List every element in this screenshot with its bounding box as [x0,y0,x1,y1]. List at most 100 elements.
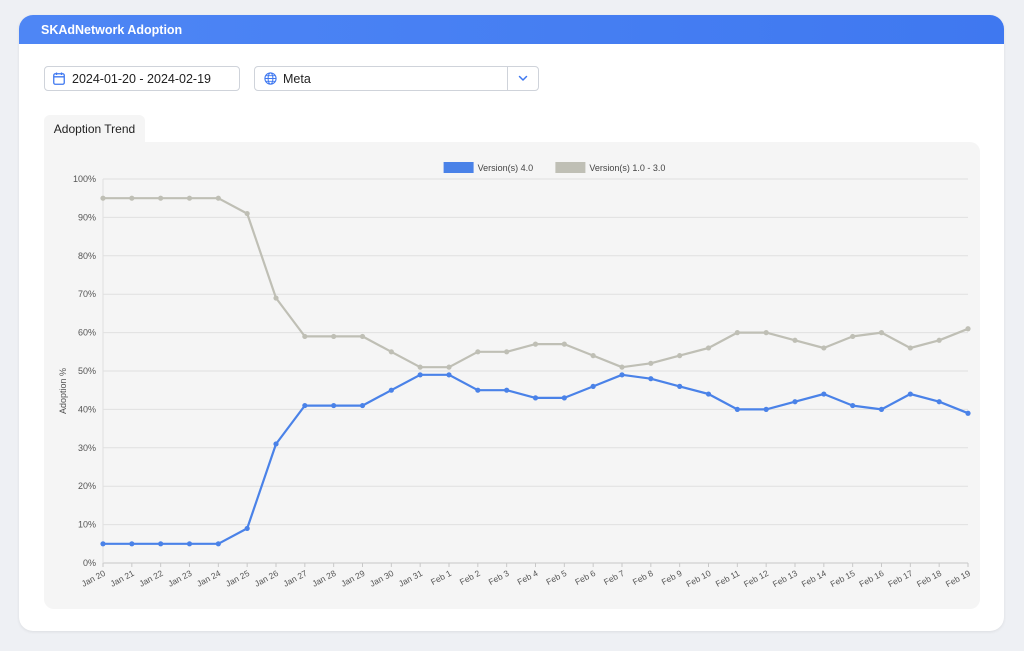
data-point[interactable] [244,525,250,532]
x-tick-label: Jan 28 [310,568,337,589]
data-point[interactable] [590,383,596,389]
date-range-value: 2024-01-20 - 2024-02-19 [72,71,211,86]
tab-label: Adoption Trend [53,122,136,136]
legend-swatch [443,162,474,173]
y-tick-label: 50% [78,366,96,376]
x-tick-label: Feb 7 [602,568,626,587]
data-point[interactable] [648,360,654,366]
x-tick-label: Feb 15 [829,568,857,589]
x-tick-label: Feb 1 [429,568,453,587]
data-point[interactable] [561,341,567,347]
data-point[interactable] [302,333,308,340]
data-point[interactable] [763,330,769,336]
data-point[interactable] [215,195,221,201]
data-point[interactable] [619,372,625,378]
data-point[interactable] [215,541,221,547]
data-point[interactable] [532,395,539,401]
y-tick-label: 100% [73,174,96,184]
data-point[interactable] [965,410,971,416]
data-point[interactable] [158,195,164,201]
data-point[interactable] [850,402,856,409]
data-point[interactable] [907,391,913,397]
data-point[interactable] [792,399,798,405]
x-tick-label: Feb 17 [886,568,914,589]
data-point[interactable] [244,210,250,217]
legend-label[interactable]: Version(s) 1.0 - 3.0 [589,163,665,173]
tab-adoption-trend[interactable]: Adoption Trend [44,115,145,143]
data-point[interactable] [850,333,856,340]
x-tick-label: Jan 24 [195,568,222,589]
data-point[interactable] [965,326,971,332]
data-point[interactable] [100,541,106,547]
data-point[interactable] [705,391,712,397]
y-tick-label: 10% [78,520,96,530]
x-tick-label: Feb 16 [857,568,885,589]
data-point[interactable] [619,364,625,370]
data-point[interactable] [734,330,740,336]
data-point[interactable] [417,364,423,370]
calendar-icon [53,72,65,85]
x-tick-label: Feb 4 [516,568,540,587]
data-point[interactable] [129,541,135,547]
data-point[interactable] [590,353,596,359]
x-tick-label: Feb 11 [714,568,742,589]
x-tick-label: Feb 12 [742,568,770,589]
y-tick-label: 40% [78,404,96,414]
y-tick-label: 0% [83,558,96,568]
x-tick-label: Jan 26 [253,568,280,589]
card-header: SKAdNetwork Adoption [19,15,1004,44]
x-tick-label: Feb 10 [684,568,712,589]
data-point[interactable] [763,406,769,412]
data-point[interactable] [100,195,106,201]
chevron-down-icon[interactable] [507,67,538,90]
data-point[interactable] [158,541,164,547]
date-range-picker[interactable]: 2024-01-20 - 2024-02-19 [44,66,240,91]
data-point[interactable] [446,372,452,378]
x-tick-label: Jan 23 [166,568,193,589]
data-point[interactable] [388,349,394,355]
data-point[interactable] [936,337,942,343]
filter-bar: 2024-01-20 - 2024-02-19 Meta [44,66,539,91]
x-tick-label: Jan 21 [109,568,136,589]
data-point[interactable] [388,387,394,393]
data-point[interactable] [331,402,337,409]
data-point[interactable] [446,364,452,370]
data-point[interactable] [302,402,308,409]
data-point[interactable] [878,406,885,412]
data-point[interactable] [273,295,279,301]
data-point[interactable] [561,395,567,401]
data-point[interactable] [504,349,510,355]
data-point[interactable] [186,195,193,201]
x-tick-label: Feb 9 [660,568,684,587]
data-point[interactable] [821,391,827,397]
data-point[interactable] [504,387,510,393]
y-axis-label: Adoption % [58,368,68,414]
x-tick-label: Jan 30 [368,568,395,589]
data-point[interactable] [475,349,481,355]
data-point[interactable] [273,441,279,447]
data-point[interactable] [129,195,135,201]
x-tick-label: Feb 5 [544,568,568,587]
data-point[interactable] [359,333,366,340]
data-point[interactable] [417,372,423,378]
legend-label[interactable]: Version(s) 4.0 [478,163,534,173]
data-point[interactable] [677,353,683,359]
data-point[interactable] [821,345,827,351]
data-point[interactable] [907,345,913,351]
x-tick-label: Feb 2 [458,568,482,587]
data-point[interactable] [475,387,481,393]
data-point[interactable] [186,541,193,547]
x-tick-label: Jan 20 [80,568,107,589]
data-point[interactable] [331,333,337,340]
data-point[interactable] [359,402,366,409]
data-point[interactable] [878,330,885,336]
app-select[interactable]: Meta [254,66,539,91]
data-point[interactable] [532,341,539,347]
data-point[interactable] [705,345,712,351]
data-point[interactable] [792,337,798,343]
data-point[interactable] [677,383,683,389]
chart-panel: 0% 10% 20% 30% 40% 50% 60% 70% 80% 90% 100% Jan 20… [44,142,980,609]
data-point[interactable] [936,399,942,405]
data-point[interactable] [734,406,740,412]
data-point[interactable] [648,376,654,382]
